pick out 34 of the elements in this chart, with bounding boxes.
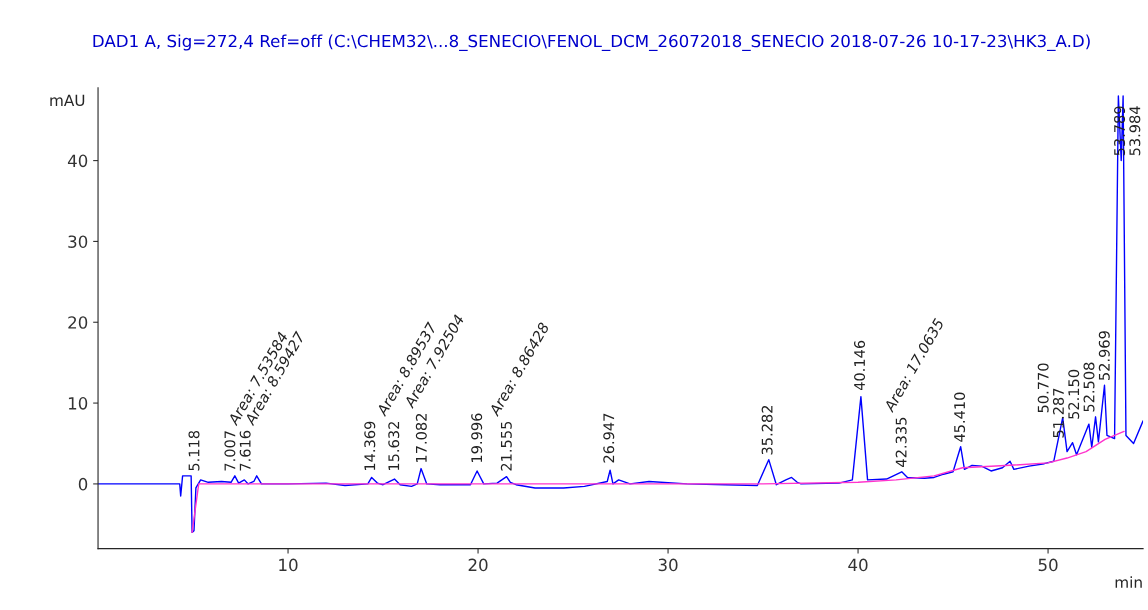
annotation: 52.969 bbox=[1098, 331, 1110, 380]
annotation: 7.616 bbox=[239, 430, 251, 471]
annotation: 53.984 bbox=[1129, 106, 1141, 156]
annotation: 52.150 bbox=[1068, 369, 1080, 419]
annotation: 45.410 bbox=[954, 392, 966, 442]
y-tick-label: 20 bbox=[68, 316, 88, 329]
annotation: 5.118 bbox=[188, 430, 200, 471]
y-axis-title: mAU bbox=[50, 94, 85, 107]
annotation: 52.508 bbox=[1083, 362, 1095, 412]
y-tick-label: 30 bbox=[68, 235, 88, 248]
annotation: 35.282 bbox=[761, 405, 773, 455]
annotation: 26.947 bbox=[603, 413, 615, 463]
annotation: 15.632 bbox=[388, 422, 400, 471]
annotation: 40.146 bbox=[854, 340, 866, 391]
annotation: 19.996 bbox=[471, 413, 483, 462]
annotation: 53.789 bbox=[1114, 106, 1126, 156]
annotation: 17.082 bbox=[415, 414, 427, 462]
x-tick-label: 20 bbox=[468, 558, 488, 572]
y-tick-label: 40 bbox=[67, 154, 88, 168]
annotation: 42.335 bbox=[895, 417, 907, 467]
x-tick-label: 50 bbox=[1038, 558, 1058, 572]
annotation: 50.770 bbox=[1037, 363, 1049, 413]
annotation: 21.555 bbox=[500, 421, 512, 471]
line-series bbox=[98, 95, 1144, 534]
annotation: 7.007 bbox=[224, 431, 236, 471]
chart-title: DAD1 A, Sig=272,4 Ref=off (C:\CHEM32\...8_SENECIO\FENOL_DCM_26072018_SENECIO 2018-07-26 10-17-23\HK3_A.D) bbox=[93, 34, 1090, 51]
y-tick-label: 0 bbox=[78, 477, 88, 491]
annotation: 51.287 bbox=[1052, 388, 1064, 438]
x-axis-title: min bbox=[1115, 576, 1142, 588]
annotation: 14.369 bbox=[364, 421, 376, 471]
x-tick-label: 10 bbox=[279, 558, 298, 572]
x-tick-label: 40 bbox=[848, 558, 868, 572]
y-tick-label: 10 bbox=[68, 397, 88, 410]
x-tick-label: 30 bbox=[658, 558, 678, 572]
